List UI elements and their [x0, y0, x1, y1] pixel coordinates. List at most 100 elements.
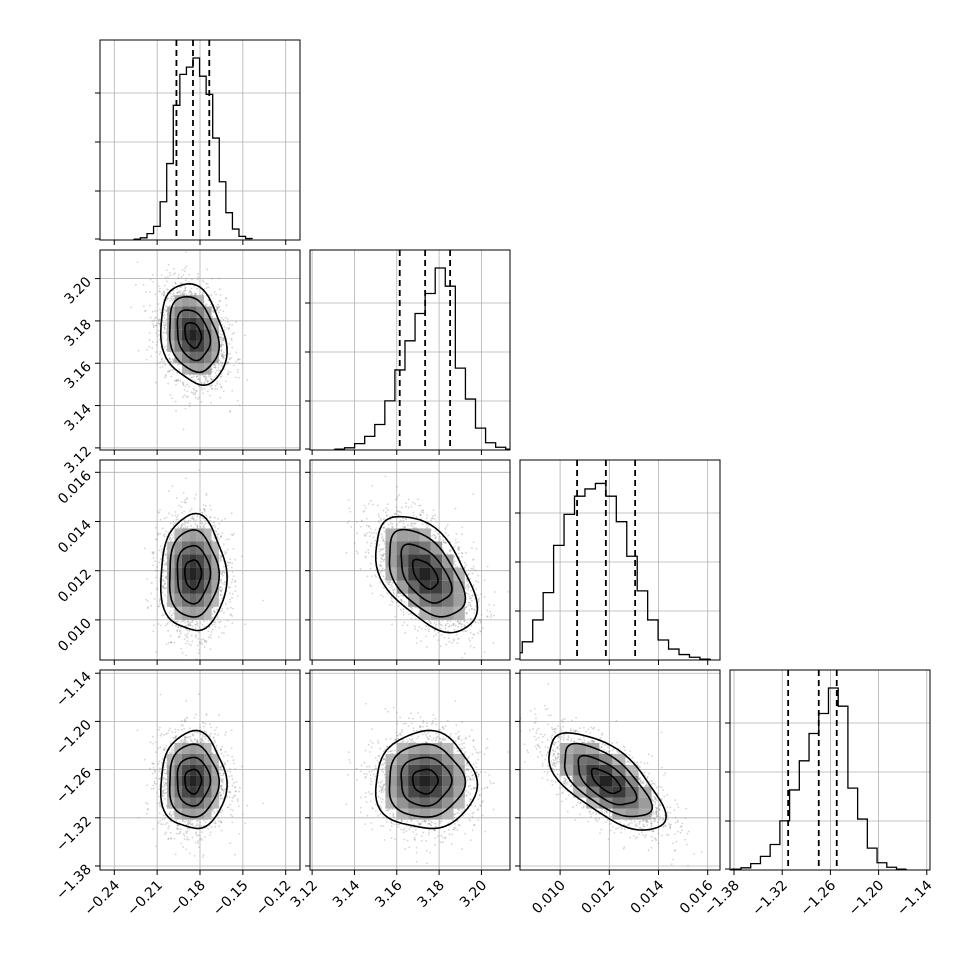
sample-point	[154, 381, 157, 384]
sample-point	[150, 582, 153, 584]
sample-point	[216, 382, 218, 385]
sample-point	[176, 371, 178, 374]
sample-point	[222, 318, 225, 321]
ticks	[95, 92, 287, 245]
sample-point	[231, 346, 234, 349]
sample-point	[197, 631, 200, 634]
sample-point	[188, 273, 191, 276]
sample-point	[201, 293, 204, 296]
sample-point	[211, 370, 214, 373]
sample-point	[219, 330, 222, 333]
sample-point	[234, 585, 237, 588]
sample-point	[188, 629, 191, 632]
sample-point	[385, 507, 388, 510]
sample-point	[413, 625, 416, 628]
sample-point	[162, 290, 165, 293]
sample-point	[371, 503, 374, 506]
sample-point	[231, 593, 234, 595]
sample-point	[217, 616, 219, 619]
sample-point	[172, 361, 175, 363]
sample-point	[395, 485, 398, 488]
sample-point	[197, 378, 200, 380]
sample-point	[238, 404, 241, 407]
sample-point	[188, 281, 191, 283]
sample-point	[203, 381, 206, 384]
sample-point	[209, 636, 212, 639]
sample-point	[195, 634, 198, 637]
sample-point	[194, 396, 197, 399]
sample-point	[159, 509, 161, 511]
panel-frame	[309, 249, 511, 451]
sample-point	[235, 360, 237, 363]
sample-point	[145, 291, 148, 294]
sample-point	[221, 354, 223, 356]
sample-point	[166, 297, 169, 300]
sample-point	[185, 477, 188, 480]
sample-point	[194, 393, 197, 395]
sample-point	[222, 353, 225, 356]
sample-point	[167, 490, 170, 493]
sample-point	[220, 346, 223, 348]
sample-point	[214, 388, 217, 390]
sample-point	[146, 348, 149, 351]
sample-point	[182, 396, 184, 398]
sample-point	[226, 327, 229, 329]
sample-point	[226, 321, 229, 323]
sample-point	[228, 327, 231, 330]
sample-point	[382, 586, 385, 589]
sample-point	[417, 498, 419, 501]
sample-point	[211, 628, 214, 631]
sample-point	[205, 287, 208, 289]
sample-point	[229, 586, 232, 589]
sample-point	[162, 331, 165, 334]
sample-point	[143, 547, 146, 550]
sample-point	[165, 530, 168, 533]
sample-point	[165, 324, 167, 327]
sample-point	[216, 380, 219, 383]
sample-point	[156, 362, 159, 365]
sample-point	[188, 643, 190, 645]
sample-point	[165, 318, 168, 321]
sample-point	[233, 331, 235, 334]
sample-point	[212, 363, 215, 366]
sample-point	[178, 629, 181, 632]
sample-point	[219, 361, 222, 364]
sample-point	[237, 358, 240, 361]
sample-point	[153, 597, 156, 600]
sample-point	[169, 304, 171, 307]
sample-point	[160, 274, 163, 277]
sample-point	[146, 578, 148, 580]
sample-point	[224, 517, 226, 520]
sample-point	[231, 332, 234, 335]
sample-point	[443, 636, 446, 639]
sample-point	[171, 368, 174, 371]
sample-point	[210, 387, 213, 390]
sample-point	[166, 297, 168, 300]
sample-point	[164, 363, 167, 366]
sample-point	[167, 629, 170, 632]
sample-point	[152, 551, 155, 553]
sample-point	[428, 628, 430, 631]
sample-point	[222, 390, 225, 393]
sample-point	[171, 397, 174, 400]
sample-point	[163, 284, 166, 287]
sample-point	[419, 504, 422, 507]
sample-point	[159, 290, 161, 293]
sample-point	[219, 375, 222, 378]
sample-point	[178, 290, 180, 293]
sample-point	[181, 292, 184, 294]
sample-point	[172, 285, 174, 287]
sample-point	[163, 517, 166, 520]
sample-point	[396, 601, 399, 604]
sample-point	[142, 283, 145, 286]
sample-point	[163, 321, 165, 324]
sample-point	[203, 304, 206, 307]
sample-point	[230, 339, 233, 342]
sample-point	[160, 357, 163, 360]
sample-point	[181, 501, 184, 504]
sample-point	[172, 295, 175, 298]
sample-point	[214, 526, 217, 529]
sample-point	[229, 601, 232, 603]
y-tick-label: 0.010	[55, 615, 95, 655]
sample-point	[469, 640, 472, 642]
